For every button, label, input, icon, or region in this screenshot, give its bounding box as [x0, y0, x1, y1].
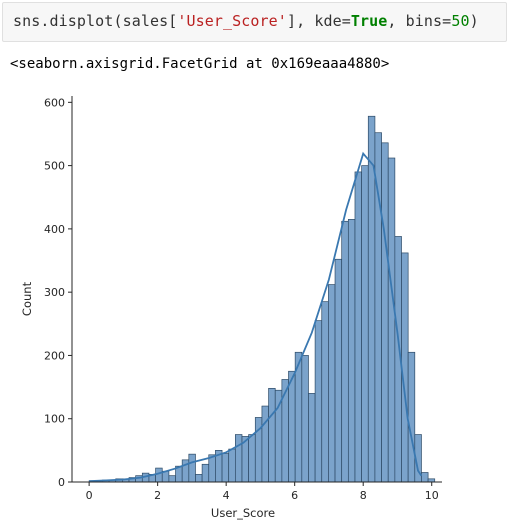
- histogram-bar: [361, 165, 369, 483]
- y-tick-label: 0: [58, 476, 65, 489]
- x-tick-label: 8: [360, 489, 367, 502]
- histogram-bar: [274, 389, 283, 483]
- code-token: ], kde=: [286, 12, 351, 30]
- histogram-bar: [228, 448, 236, 483]
- histogram-bar: [221, 453, 230, 483]
- histogram-bar: [421, 472, 429, 483]
- histogram-bar: [328, 284, 336, 483]
- histogram-bar: [261, 405, 269, 483]
- histogram-bar: [381, 142, 389, 483]
- y-tick-label: 600: [44, 96, 65, 109]
- code-token: , bins=: [387, 12, 452, 30]
- code-token: 50: [451, 12, 470, 30]
- histogram-bar: [188, 453, 196, 483]
- histogram-bar: [201, 463, 210, 483]
- histogram-bar: [301, 355, 309, 483]
- x-axis-label: User_Score: [211, 506, 275, 520]
- histogram-bar: [168, 475, 176, 483]
- code-token: True: [350, 12, 388, 30]
- histogram-bar: [195, 474, 203, 483]
- x-tick-label: 6: [291, 489, 298, 502]
- code-token: 'User_Score': [177, 12, 287, 30]
- kde-curve: [89, 151, 423, 482]
- y-tick-label: 500: [44, 160, 65, 173]
- user-score-histogram-chart: 0 100 200 300 400 500 600 0 2 4 6 8 10 User_Score Coun…: [20, 96, 442, 520]
- histogram-bar: [401, 252, 409, 483]
- histogram-bar: [314, 320, 323, 483]
- histogram-bar: [387, 157, 396, 483]
- histogram-bar: [208, 454, 216, 483]
- y-tick-label: 200: [44, 349, 65, 362]
- y-axis-label: Count: [20, 281, 34, 316]
- x-tick-label: 10: [425, 489, 439, 502]
- histogram-bar: [155, 467, 163, 483]
- histogram-bar: [407, 351, 416, 483]
- histogram-bar: [288, 370, 296, 483]
- histogram-bar: [321, 301, 329, 483]
- y-tick-label: 400: [44, 223, 65, 236]
- histogram-bar: [268, 387, 276, 483]
- code-cell-input[interactable]: sns.displot(sales['User_Score'], kde=Tru…: [2, 2, 507, 42]
- histogram-bar: [308, 393, 316, 483]
- code-token: sns.displot(sales[: [13, 12, 178, 30]
- cell-output-text: <seaborn.axisgrid.FacetGrid at 0x169eaaa…: [10, 56, 390, 72]
- histogram-bar: [281, 379, 289, 483]
- y-tick-label: 300: [44, 286, 65, 299]
- histogram-bar: [234, 434, 243, 483]
- histogram-bar: [248, 434, 256, 483]
- x-tick-label: 0: [86, 489, 93, 502]
- code-text[interactable]: sns.displot(sales['User_Score'], kde=Tru…: [13, 12, 479, 30]
- code-token: ): [469, 12, 479, 30]
- histogram-bar: [334, 258, 343, 483]
- x-tick-label: 4: [223, 489, 230, 502]
- y-tick-label: 100: [44, 413, 65, 426]
- histogram-bar: [341, 220, 349, 483]
- x-tick-label: 2: [154, 489, 161, 502]
- histogram-bar: [347, 219, 356, 483]
- histogram-bar: [354, 171, 362, 483]
